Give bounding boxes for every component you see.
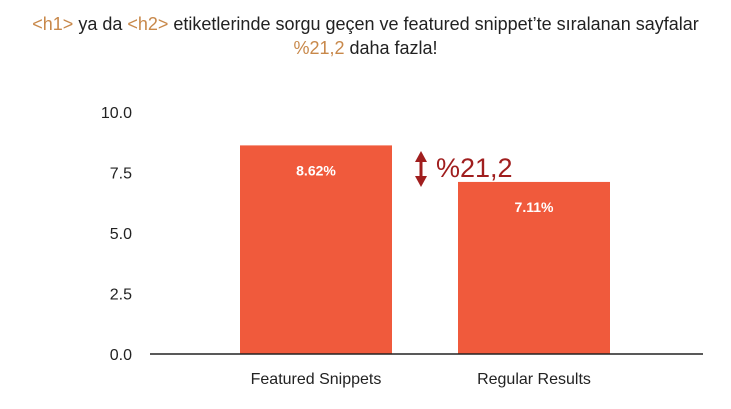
bar-2 [458,181,610,354]
y-tick-label: 2.5 [110,287,132,304]
bar-1 [240,145,392,354]
data-label: 7.11% [515,199,554,215]
data-label: 8.62% [296,162,336,178]
x-category-label: Featured Snippets [251,371,382,388]
double-arrow-vertical-icon [415,151,427,187]
annotation-label: %21,2 [436,153,513,183]
title-text-3: daha fazla! [344,38,438,58]
h2-tag-text: <h2> [127,14,169,34]
title-text-1: ya da [73,14,128,34]
y-tick-label: 7.5 [110,166,132,183]
title-line-2: %21,2 daha fazla! [0,36,731,60]
x-category-label: Regular Results [477,371,591,388]
y-tick-label: 5.0 [110,226,132,243]
title-text-2: etiketlerinde sorgu geçen ve featured sn… [168,14,699,34]
h1-tag-text: <h1> [32,14,74,34]
chart-title: <h1> ya da <h2> etiketlerinde sorgu geçe… [0,12,731,60]
title-percentage: %21,2 [293,38,345,58]
y-tick-label: 10.0 [101,105,132,122]
y-tick-label: 0.0 [110,347,132,364]
title-line-1: <h1> ya da <h2> etiketlerinde sorgu geçe… [0,12,731,36]
